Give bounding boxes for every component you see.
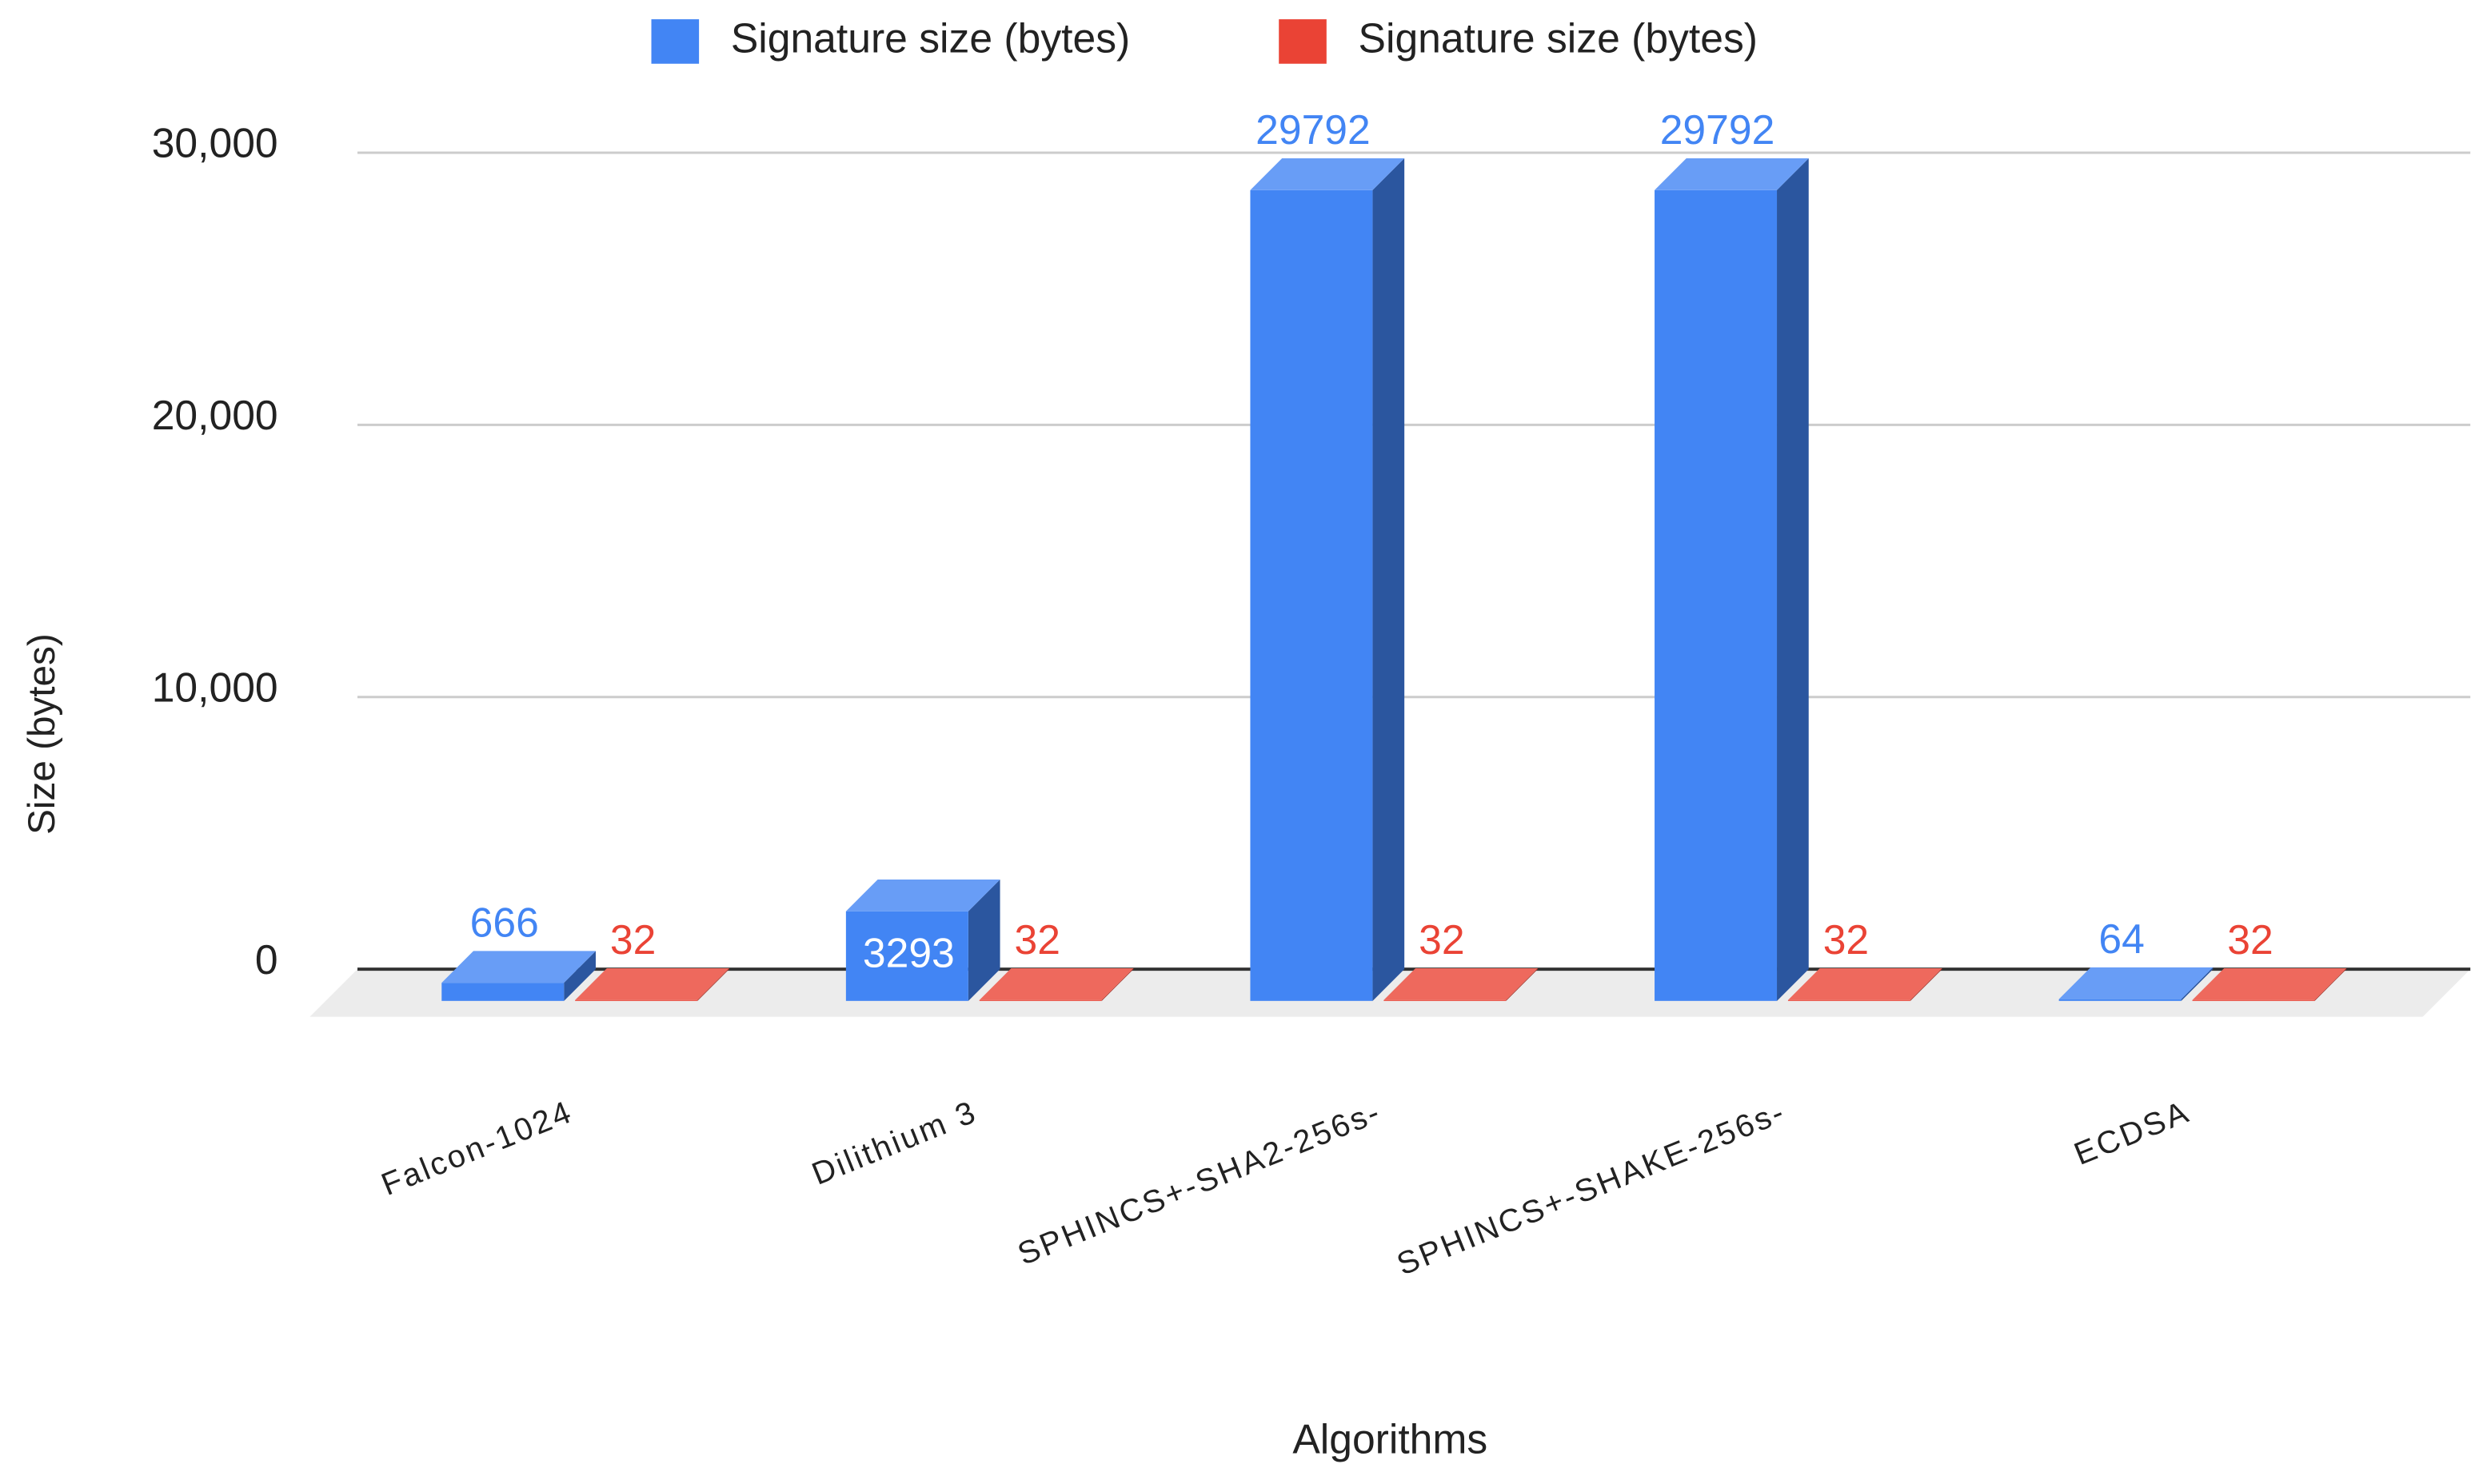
data-label: 64	[2098, 916, 2144, 962]
data-label: 32	[610, 916, 656, 963]
legend-swatch	[651, 19, 700, 64]
data-label: 3293	[863, 929, 955, 975]
bar-top	[845, 880, 1000, 912]
x-tick-label: Falcon-1024	[377, 1094, 578, 1203]
bar	[2058, 999, 2182, 1001]
bar-top	[979, 967, 1134, 1000]
data-label: 29792	[1255, 106, 1371, 153]
bar-side	[2181, 967, 2214, 1001]
bar	[1655, 189, 1778, 1001]
x-tick-label: ECDSA	[2070, 1094, 2195, 1172]
bar-side	[1777, 158, 1809, 1001]
legend-label: Signature size (bytes)	[1359, 15, 1758, 62]
x-tick-label: SPHINCS+-SHA2-256s-	[1013, 1094, 1387, 1272]
y-tick-label: 20,000	[152, 392, 278, 438]
bar-top	[2058, 967, 2214, 999]
bar-side	[697, 967, 729, 1001]
bar-top	[2192, 967, 2347, 1000]
data-label: 666	[470, 899, 539, 945]
legend-swatch	[1279, 19, 1327, 64]
bar-top	[1383, 967, 1539, 1000]
bar-side	[1910, 967, 1942, 1001]
x-tick-label: Dilithium 3	[807, 1094, 982, 1192]
legend-label: Signature size (bytes)	[731, 15, 1130, 62]
bar-top	[575, 967, 729, 1000]
y-tick-label: 30,000	[152, 120, 278, 166]
bar-top	[1250, 158, 1405, 190]
bar	[441, 983, 565, 1001]
bar-side	[1101, 967, 1134, 1001]
bar	[1250, 189, 1373, 1001]
bar	[575, 999, 698, 1001]
data-label: 29792	[1660, 106, 1775, 153]
data-label: 32	[1419, 916, 1464, 963]
data-label: 32	[1015, 916, 1060, 963]
bar-top	[1787, 967, 1942, 1000]
y-tick-label: 0	[255, 936, 278, 983]
bar	[1787, 999, 1910, 1001]
bar-side	[968, 880, 1000, 1001]
bar-top	[1655, 158, 1809, 190]
bar	[1383, 999, 1507, 1001]
bar-top	[441, 951, 596, 983]
x-tick-label: SPHINCS+-SHAKE-256s-	[1392, 1094, 1790, 1283]
bar	[979, 999, 1102, 1001]
bar-side	[2314, 967, 2347, 1001]
bar-side	[564, 951, 596, 1001]
bar	[2192, 999, 2315, 1001]
x-axis-title: Algorithms	[1292, 1416, 1487, 1462]
bar-side	[1506, 967, 1539, 1001]
bar-side	[1372, 158, 1405, 1001]
y-tick-label: 10,000	[152, 664, 278, 710]
data-label: 32	[1823, 916, 1869, 963]
y-axis-title: Size (bytes)	[21, 633, 63, 835]
data-label: 32	[2227, 916, 2273, 963]
bar	[845, 911, 968, 1001]
